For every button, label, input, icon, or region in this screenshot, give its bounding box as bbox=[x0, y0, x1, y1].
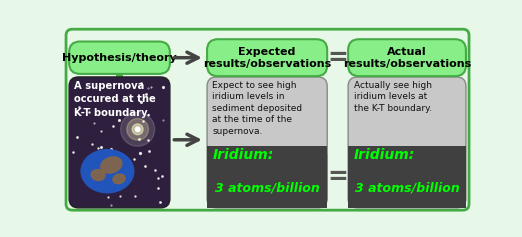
Ellipse shape bbox=[81, 150, 134, 193]
FancyBboxPatch shape bbox=[69, 41, 170, 74]
Text: Iridium:: Iridium: bbox=[212, 148, 274, 162]
Circle shape bbox=[132, 124, 143, 135]
Text: A supernova
occured at the
K-T boundary.: A supernova occured at the K-T boundary. bbox=[74, 81, 156, 118]
Text: 3 atoms/billion: 3 atoms/billion bbox=[354, 182, 459, 195]
Circle shape bbox=[127, 118, 148, 140]
Text: Actual
results/observations: Actual results/observations bbox=[343, 47, 471, 68]
Ellipse shape bbox=[101, 157, 122, 173]
Bar bbox=[263, 76, 271, 77]
FancyBboxPatch shape bbox=[348, 146, 466, 208]
FancyBboxPatch shape bbox=[348, 77, 466, 208]
Circle shape bbox=[135, 127, 140, 132]
Text: =: = bbox=[327, 46, 348, 70]
FancyBboxPatch shape bbox=[207, 77, 327, 208]
Text: Expected
results/observations: Expected results/observations bbox=[203, 47, 331, 68]
Text: Actually see high
iridium levels at
the K-T boundary.: Actually see high iridium levels at the … bbox=[353, 81, 432, 113]
Text: 3 atoms/billion: 3 atoms/billion bbox=[215, 182, 319, 195]
Bar bbox=[116, 74, 123, 77]
Bar bbox=[403, 76, 411, 77]
FancyBboxPatch shape bbox=[348, 39, 466, 76]
Bar bbox=[207, 146, 327, 208]
Circle shape bbox=[121, 112, 155, 146]
Bar bbox=[348, 146, 466, 208]
Ellipse shape bbox=[113, 174, 125, 184]
Text: =: = bbox=[327, 165, 348, 189]
Text: Iridium:: Iridium: bbox=[353, 148, 415, 162]
Text: Expect to see high
iridium levels in
sediment deposited
at the time of the
super: Expect to see high iridium levels in sed… bbox=[212, 81, 303, 136]
FancyBboxPatch shape bbox=[66, 29, 469, 210]
Text: Hypothesis/theory: Hypothesis/theory bbox=[62, 53, 177, 63]
FancyBboxPatch shape bbox=[207, 146, 327, 208]
FancyBboxPatch shape bbox=[69, 77, 170, 208]
Ellipse shape bbox=[91, 170, 105, 181]
FancyBboxPatch shape bbox=[207, 39, 327, 76]
